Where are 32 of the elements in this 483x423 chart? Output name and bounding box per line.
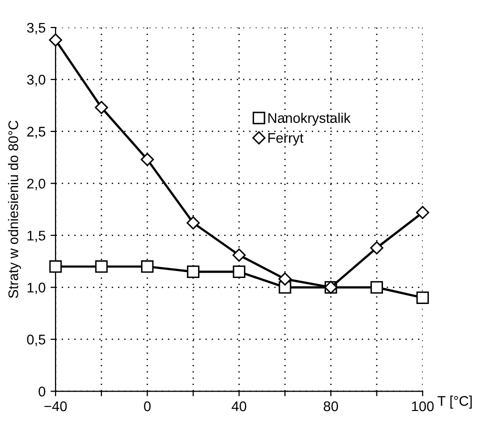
x-tick-label: 0: [144, 401, 151, 412]
point: [416, 291, 429, 304]
x-tick-label: 80: [324, 401, 338, 412]
point: [49, 260, 62, 273]
y-tick-label: 0,5: [27, 334, 46, 346]
point: [95, 260, 108, 273]
point: [94, 100, 108, 114]
x-tick-label: 40: [232, 401, 246, 412]
x-tick-label: 100: [412, 401, 434, 412]
y-tick-label: 0: [38, 386, 46, 396]
x-axis-title: T [°C]: [438, 396, 472, 409]
x-tick-label: −40: [44, 401, 67, 412]
point: [186, 265, 200, 278]
point: [232, 265, 246, 278]
y-tick-label: 3,5: [27, 22, 46, 34]
y-tick-label: 1,0: [28, 282, 46, 294]
point: [186, 216, 200, 230]
point: [278, 272, 292, 286]
point: [370, 241, 384, 254]
point: [232, 248, 246, 262]
point: [141, 260, 154, 273]
y-axis-title: Straty w odniesieniu do 80°C: [8, 120, 21, 298]
legend-label: Nanokrystalik: [268, 112, 351, 126]
y-tick-label: 2,5: [27, 126, 46, 138]
y-tick-label: 2,0: [27, 178, 46, 190]
y-tick-label: 1,5: [28, 230, 46, 242]
y-tick-label: 3,0: [27, 74, 46, 86]
point: [370, 281, 383, 294]
point: [416, 206, 430, 220]
legend-label: Ferryt: [268, 133, 304, 146]
point: [140, 152, 154, 166]
point: [48, 33, 62, 47]
